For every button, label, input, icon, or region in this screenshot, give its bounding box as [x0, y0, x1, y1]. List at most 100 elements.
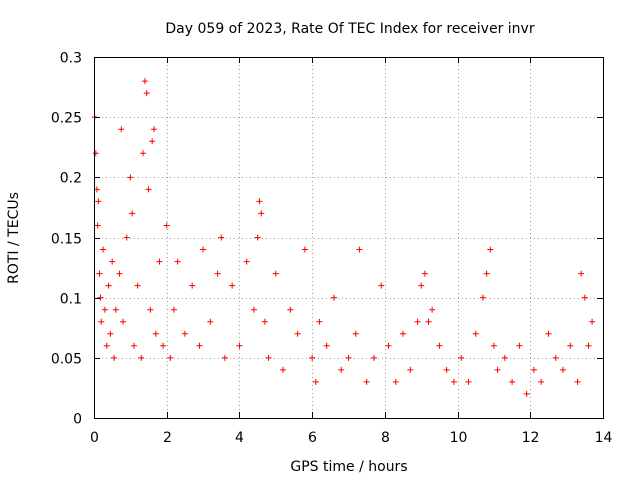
data-point	[129, 210, 136, 217]
data-point	[221, 354, 228, 361]
y-tick-label: 0.1	[60, 292, 82, 308]
data-point	[458, 354, 465, 361]
data-point	[156, 258, 163, 265]
data-point	[134, 282, 141, 289]
data-point	[552, 354, 559, 361]
data-point	[363, 378, 370, 385]
data-point	[98, 318, 105, 325]
data-point	[338, 366, 345, 373]
data-point	[352, 330, 359, 337]
data-point	[92, 150, 99, 157]
points-layer	[91, 78, 596, 397]
chart-title: Day 059 of 2023, Rate Of TEC Index for r…	[165, 21, 534, 37]
data-point	[280, 366, 287, 373]
data-point	[581, 294, 588, 301]
data-point	[152, 330, 159, 337]
data-point	[523, 390, 530, 397]
x-axis-title: GPS time / hours	[290, 459, 407, 475]
data-point	[407, 366, 414, 373]
data-point	[392, 378, 399, 385]
data-point	[170, 306, 177, 313]
data-point	[483, 270, 490, 277]
x-tick-label: 12	[522, 430, 540, 446]
y-tick-label: 0.3	[60, 51, 82, 67]
data-point	[301, 246, 308, 253]
x-tick-label: 2	[163, 430, 172, 446]
y-tick-label: 0.25	[51, 111, 82, 127]
data-point	[272, 270, 279, 277]
data-point	[414, 318, 421, 325]
y-tick-label: 0.05	[51, 352, 82, 368]
data-point	[103, 342, 110, 349]
data-point	[110, 354, 117, 361]
data-point	[189, 282, 196, 289]
data-point	[214, 270, 221, 277]
data-point	[516, 342, 523, 349]
y-tick-label: 0.2	[60, 171, 82, 187]
x-tick-label: 14	[595, 430, 613, 446]
x-tick-label: 0	[90, 430, 99, 446]
data-point	[356, 246, 363, 253]
data-point	[501, 354, 508, 361]
data-point	[530, 366, 537, 373]
data-point	[418, 282, 425, 289]
data-point	[370, 354, 377, 361]
data-point	[450, 378, 457, 385]
data-point	[236, 342, 243, 349]
data-point	[196, 342, 203, 349]
data-point	[465, 378, 472, 385]
data-point	[150, 126, 157, 133]
data-point	[207, 318, 214, 325]
data-point	[560, 366, 567, 373]
data-point	[323, 342, 330, 349]
data-point	[487, 246, 494, 253]
data-point	[494, 366, 501, 373]
data-point	[567, 342, 574, 349]
data-point	[425, 318, 432, 325]
data-point	[116, 270, 123, 277]
y-tick-label: 0	[73, 412, 82, 428]
data-point	[312, 378, 319, 385]
x-tick-label: 10	[450, 430, 468, 446]
data-point	[254, 234, 261, 241]
data-point	[200, 246, 207, 253]
data-point	[287, 306, 294, 313]
data-point	[472, 330, 479, 337]
data-point	[509, 378, 516, 385]
data-point	[140, 150, 147, 157]
data-point	[101, 306, 108, 313]
data-point	[436, 342, 443, 349]
data-point	[538, 378, 545, 385]
data-point	[574, 378, 581, 385]
data-point	[163, 222, 170, 229]
data-point	[167, 354, 174, 361]
data-point	[385, 342, 392, 349]
data-point	[443, 366, 450, 373]
data-point	[480, 294, 487, 301]
data-point	[421, 270, 428, 277]
data-point	[256, 198, 263, 205]
data-point	[330, 294, 337, 301]
data-point	[585, 342, 592, 349]
data-point	[147, 306, 154, 313]
data-point	[316, 318, 323, 325]
data-point	[545, 330, 552, 337]
data-point	[97, 294, 104, 301]
data-point	[229, 282, 236, 289]
data-point	[141, 78, 148, 85]
data-point	[258, 210, 265, 217]
data-point	[127, 174, 134, 181]
data-point	[265, 354, 272, 361]
data-point	[120, 318, 127, 325]
x-tick-label: 6	[308, 430, 317, 446]
data-point	[107, 330, 114, 337]
data-point	[95, 198, 102, 205]
data-point	[250, 306, 257, 313]
data-point	[578, 270, 585, 277]
data-point	[261, 318, 268, 325]
data-point	[294, 330, 301, 337]
data-point	[309, 354, 316, 361]
data-point	[145, 186, 152, 193]
data-point	[218, 234, 225, 241]
